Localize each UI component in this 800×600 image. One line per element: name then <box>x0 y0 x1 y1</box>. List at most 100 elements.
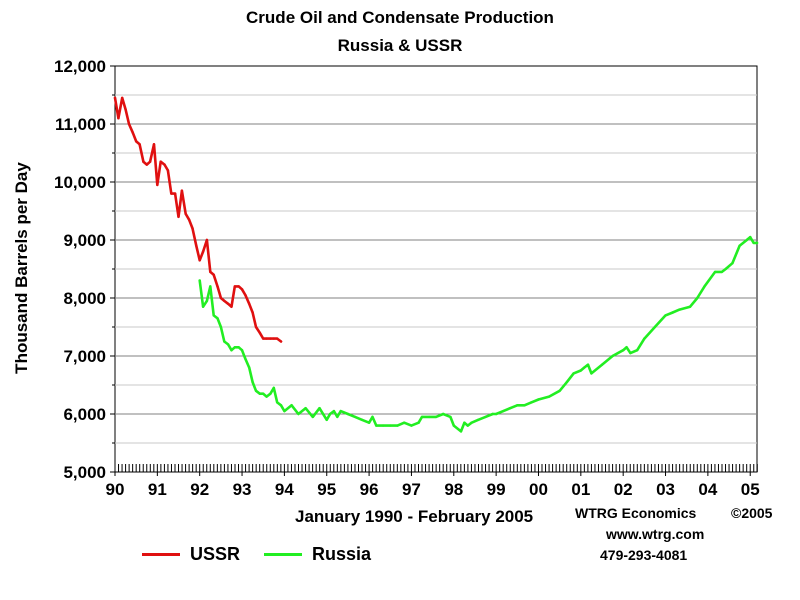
data-point-ussr <box>134 140 138 143</box>
data-point-ussr <box>201 250 205 253</box>
data-point-russia <box>724 267 727 271</box>
data-point-russia <box>283 409 286 413</box>
data-point-russia <box>713 270 717 274</box>
data-point-russia <box>420 415 424 419</box>
data-point-ussr <box>177 215 180 218</box>
y-tick-label: 11,000 <box>55 115 106 134</box>
data-point-russia <box>434 415 438 419</box>
data-point-russia <box>703 285 706 288</box>
data-point-russia <box>325 418 328 421</box>
data-point-russia <box>502 409 505 413</box>
data-point-russia <box>381 424 385 427</box>
data-point-russia <box>346 412 350 416</box>
data-point-russia <box>205 299 209 303</box>
data-point-russia <box>304 407 307 410</box>
data-point-russia <box>752 241 755 245</box>
x-tick-label: 92 <box>190 480 209 499</box>
data-point-russia <box>579 369 583 372</box>
data-point-russia <box>629 351 632 355</box>
data-point-russia <box>755 241 759 245</box>
data-point-ussr <box>187 218 191 221</box>
data-point-russia <box>671 311 674 314</box>
legend-item-russia: Russia <box>264 544 371 565</box>
data-point-ussr <box>142 160 145 163</box>
data-point-russia <box>441 412 445 416</box>
data-point-russia <box>417 421 420 424</box>
x-tick-label: 90 <box>106 480 125 499</box>
x-tick-label: 00 <box>529 480 548 499</box>
data-point-russia <box>449 415 452 419</box>
data-point-russia <box>586 363 590 366</box>
data-point-russia <box>491 412 494 416</box>
data-point-russia <box>583 366 586 369</box>
x-tick-label: 97 <box>402 480 421 499</box>
data-point-russia <box>403 421 406 424</box>
data-point-ussr <box>113 96 117 100</box>
x-tick-label: 04 <box>698 480 717 499</box>
credit-copyright: ©2005 <box>731 505 773 521</box>
data-point-russia <box>209 285 212 288</box>
x-tick-label: 96 <box>360 480 379 499</box>
data-point-russia <box>484 415 487 419</box>
x-tick-label: 99 <box>487 480 506 499</box>
data-point-ussr <box>251 311 254 314</box>
y-tick-label: 10,000 <box>54 173 106 192</box>
data-point-russia <box>237 346 240 349</box>
data-point-russia <box>226 343 230 346</box>
series-line-ussr <box>113 96 283 343</box>
data-point-russia <box>459 430 463 433</box>
data-point-russia <box>678 308 681 311</box>
y-tick-label: 9,000 <box>63 231 106 250</box>
x-tick-label: 95 <box>317 480 336 499</box>
data-point-russia <box>198 279 201 282</box>
data-point-russia <box>265 395 268 398</box>
data-point-russia <box>463 421 466 424</box>
legend-swatch-ussr <box>142 553 180 556</box>
data-point-ussr <box>269 337 272 340</box>
data-point-ussr <box>248 302 251 305</box>
y-tick-label: 7,000 <box>63 347 106 366</box>
data-point-ussr <box>237 285 240 288</box>
data-point-russia <box>223 340 226 343</box>
data-point-ussr <box>258 331 262 334</box>
data-point-russia <box>219 325 223 329</box>
chart-subtitle: Russia & USSR <box>337 36 463 55</box>
data-point-russia <box>258 392 262 395</box>
data-point-russia <box>396 424 399 427</box>
data-point-ussr <box>159 160 162 163</box>
data-point-russia <box>311 415 314 419</box>
data-point-russia <box>688 305 692 308</box>
data-point-russia <box>643 337 646 340</box>
data-point-russia <box>279 404 283 407</box>
data-point-russia <box>216 317 219 320</box>
data-point-russia <box>664 314 667 317</box>
data-point-russia <box>212 314 215 317</box>
credit-name: WTRG Economics <box>575 505 697 521</box>
y-tick-label: 5,000 <box>63 463 106 482</box>
data-point-ussr <box>148 160 152 163</box>
data-point-ussr <box>262 337 265 340</box>
data-point-ussr <box>156 183 159 187</box>
x-tick-label: 03 <box>656 480 675 499</box>
data-point-russia <box>290 404 293 407</box>
data-point-ussr <box>275 337 279 340</box>
data-point-ussr <box>166 169 170 172</box>
data-point-russia <box>371 415 374 419</box>
data-point-russia <box>233 346 237 349</box>
data-point-ussr <box>265 337 268 340</box>
data-point-ussr <box>127 122 131 126</box>
x-tick-label: 94 <box>275 480 294 499</box>
data-point-russia <box>262 392 265 395</box>
data-point-ussr <box>138 143 141 146</box>
data-point-russia <box>749 235 752 239</box>
chart-title: Crude Oil and Condensate Production <box>246 8 554 27</box>
data-point-russia <box>230 349 233 352</box>
data-point-russia <box>731 262 734 265</box>
y-tick-label: 12,000 <box>54 57 106 76</box>
data-point-russia <box>339 409 342 413</box>
data-point-ussr <box>145 163 148 166</box>
x-tick-label: 91 <box>148 480 167 499</box>
x-axis-label: January 1990 - February 2005 <box>295 507 534 526</box>
data-point-russia <box>508 407 512 410</box>
data-point-ussr <box>233 285 237 288</box>
